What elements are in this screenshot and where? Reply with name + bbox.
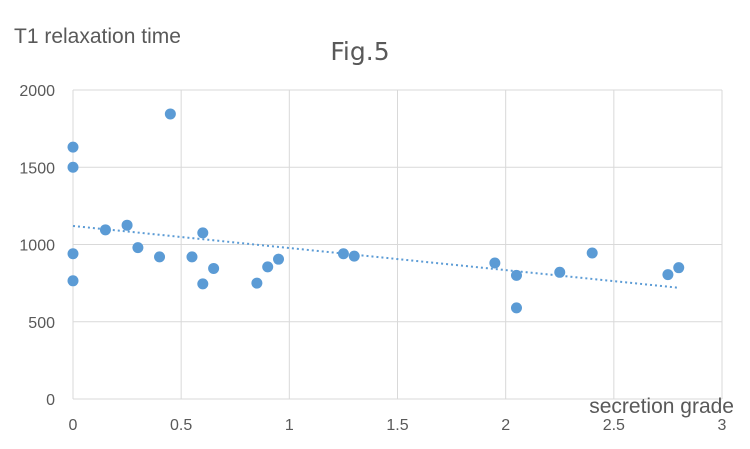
tick-labels-layer: 0 500 1000 1500 2000 0 0.5 1 1.5 2 2.5 3 — [19, 83, 726, 434]
data-point — [348, 250, 360, 262]
data-point — [662, 269, 674, 281]
y-axis-title: T1 relaxation time — [14, 25, 181, 48]
x-tick-label: 2 — [501, 417, 510, 434]
data-point — [197, 278, 209, 290]
data-point — [510, 269, 522, 281]
data-point — [197, 227, 209, 239]
data-point — [554, 266, 566, 278]
y-tick-label: 1000 — [19, 238, 55, 255]
data-point — [586, 247, 598, 259]
x-tick-label: 0 — [69, 417, 78, 434]
y-tick-label: 1500 — [19, 160, 55, 177]
trendline-layer — [72, 224, 679, 289]
x-tick-label: 3 — [718, 417, 727, 434]
data-point — [208, 262, 220, 274]
data-point — [186, 251, 198, 263]
data-point — [154, 251, 166, 263]
data-point — [510, 302, 522, 314]
y-tick-label: 2000 — [19, 83, 55, 100]
chart-title: Fig.5 — [330, 37, 389, 66]
x-tick-label: 2.5 — [603, 417, 625, 434]
data-point — [337, 248, 349, 260]
data-point — [673, 262, 685, 274]
data-point — [262, 261, 274, 273]
y-tick-label: 500 — [28, 315, 55, 332]
data-point — [67, 161, 79, 173]
data-points-layer — [67, 108, 685, 314]
data-point — [164, 108, 176, 120]
y-tick-label: 0 — [46, 392, 55, 409]
data-point — [489, 257, 501, 269]
data-point — [273, 253, 285, 265]
data-point — [132, 242, 144, 254]
data-point — [251, 277, 263, 289]
trendline — [72, 224, 679, 289]
x-tick-label: 1 — [285, 417, 294, 434]
data-point — [67, 275, 79, 287]
x-tick-label: 0.5 — [170, 417, 192, 434]
data-point — [99, 224, 111, 236]
data-point — [121, 219, 133, 231]
data-point — [67, 141, 79, 153]
data-point — [67, 248, 79, 260]
x-tick-label: 1.5 — [386, 417, 408, 434]
grid-layer — [72, 89, 723, 400]
x-axis-title: secretion grade — [589, 395, 734, 418]
